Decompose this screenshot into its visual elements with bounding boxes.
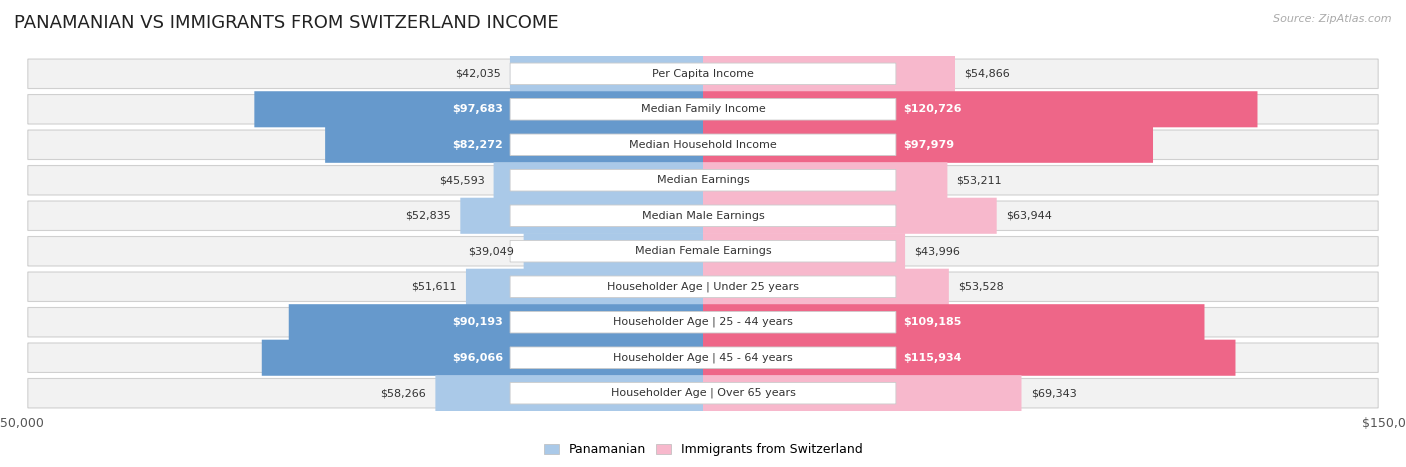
Text: $97,979: $97,979: [903, 140, 953, 150]
Text: Median Household Income: Median Household Income: [628, 140, 778, 150]
FancyBboxPatch shape: [703, 198, 997, 234]
FancyBboxPatch shape: [510, 311, 896, 333]
Text: $90,193: $90,193: [453, 317, 503, 327]
FancyBboxPatch shape: [436, 375, 703, 411]
Text: $43,996: $43,996: [914, 246, 960, 256]
Text: $53,528: $53,528: [957, 282, 1004, 292]
Text: $52,835: $52,835: [405, 211, 451, 221]
Text: Median Male Earnings: Median Male Earnings: [641, 211, 765, 221]
FancyBboxPatch shape: [28, 343, 1378, 373]
FancyBboxPatch shape: [288, 304, 703, 340]
Text: $45,593: $45,593: [439, 175, 485, 185]
FancyBboxPatch shape: [28, 201, 1378, 231]
Text: $96,066: $96,066: [453, 353, 503, 363]
Text: $42,035: $42,035: [456, 69, 501, 79]
FancyBboxPatch shape: [703, 233, 905, 269]
FancyBboxPatch shape: [523, 233, 703, 269]
FancyBboxPatch shape: [703, 56, 955, 92]
Text: Householder Age | 45 - 64 years: Householder Age | 45 - 64 years: [613, 353, 793, 363]
Legend: Panamanian, Immigrants from Switzerland: Panamanian, Immigrants from Switzerland: [538, 439, 868, 461]
FancyBboxPatch shape: [703, 269, 949, 305]
Text: Householder Age | Under 25 years: Householder Age | Under 25 years: [607, 282, 799, 292]
FancyBboxPatch shape: [510, 205, 896, 226]
Text: $63,944: $63,944: [1005, 211, 1052, 221]
FancyBboxPatch shape: [465, 269, 703, 305]
FancyBboxPatch shape: [510, 56, 703, 92]
FancyBboxPatch shape: [494, 162, 703, 198]
FancyBboxPatch shape: [703, 375, 1022, 411]
FancyBboxPatch shape: [28, 378, 1378, 408]
Text: $39,049: $39,049: [468, 246, 515, 256]
Text: $69,343: $69,343: [1031, 388, 1077, 398]
FancyBboxPatch shape: [262, 340, 703, 376]
FancyBboxPatch shape: [703, 304, 1205, 340]
FancyBboxPatch shape: [510, 347, 896, 368]
Text: Median Female Earnings: Median Female Earnings: [634, 246, 772, 256]
FancyBboxPatch shape: [510, 382, 896, 404]
FancyBboxPatch shape: [28, 236, 1378, 266]
FancyBboxPatch shape: [510, 276, 896, 297]
FancyBboxPatch shape: [28, 94, 1378, 124]
Text: Per Capita Income: Per Capita Income: [652, 69, 754, 79]
Text: PANAMANIAN VS IMMIGRANTS FROM SWITZERLAND INCOME: PANAMANIAN VS IMMIGRANTS FROM SWITZERLAN…: [14, 14, 558, 32]
FancyBboxPatch shape: [510, 99, 896, 120]
FancyBboxPatch shape: [460, 198, 703, 234]
FancyBboxPatch shape: [28, 130, 1378, 160]
FancyBboxPatch shape: [28, 165, 1378, 195]
FancyBboxPatch shape: [28, 59, 1378, 89]
Text: $120,726: $120,726: [903, 104, 962, 114]
Text: $82,272: $82,272: [453, 140, 503, 150]
Text: Median Earnings: Median Earnings: [657, 175, 749, 185]
FancyBboxPatch shape: [28, 272, 1378, 302]
FancyBboxPatch shape: [325, 127, 703, 163]
Text: $54,866: $54,866: [965, 69, 1010, 79]
FancyBboxPatch shape: [510, 170, 896, 191]
Text: $97,683: $97,683: [453, 104, 503, 114]
FancyBboxPatch shape: [510, 134, 896, 156]
FancyBboxPatch shape: [510, 241, 896, 262]
FancyBboxPatch shape: [254, 91, 703, 127]
Text: Median Family Income: Median Family Income: [641, 104, 765, 114]
FancyBboxPatch shape: [703, 91, 1257, 127]
Text: Householder Age | 25 - 44 years: Householder Age | 25 - 44 years: [613, 317, 793, 327]
FancyBboxPatch shape: [510, 63, 896, 85]
Text: $58,266: $58,266: [381, 388, 426, 398]
Text: $53,211: $53,211: [956, 175, 1002, 185]
Text: Source: ZipAtlas.com: Source: ZipAtlas.com: [1274, 14, 1392, 24]
FancyBboxPatch shape: [28, 307, 1378, 337]
FancyBboxPatch shape: [703, 162, 948, 198]
Text: $51,611: $51,611: [412, 282, 457, 292]
Text: $115,934: $115,934: [903, 353, 962, 363]
FancyBboxPatch shape: [703, 127, 1153, 163]
Text: Householder Age | Over 65 years: Householder Age | Over 65 years: [610, 388, 796, 398]
FancyBboxPatch shape: [703, 340, 1236, 376]
Text: $109,185: $109,185: [903, 317, 962, 327]
